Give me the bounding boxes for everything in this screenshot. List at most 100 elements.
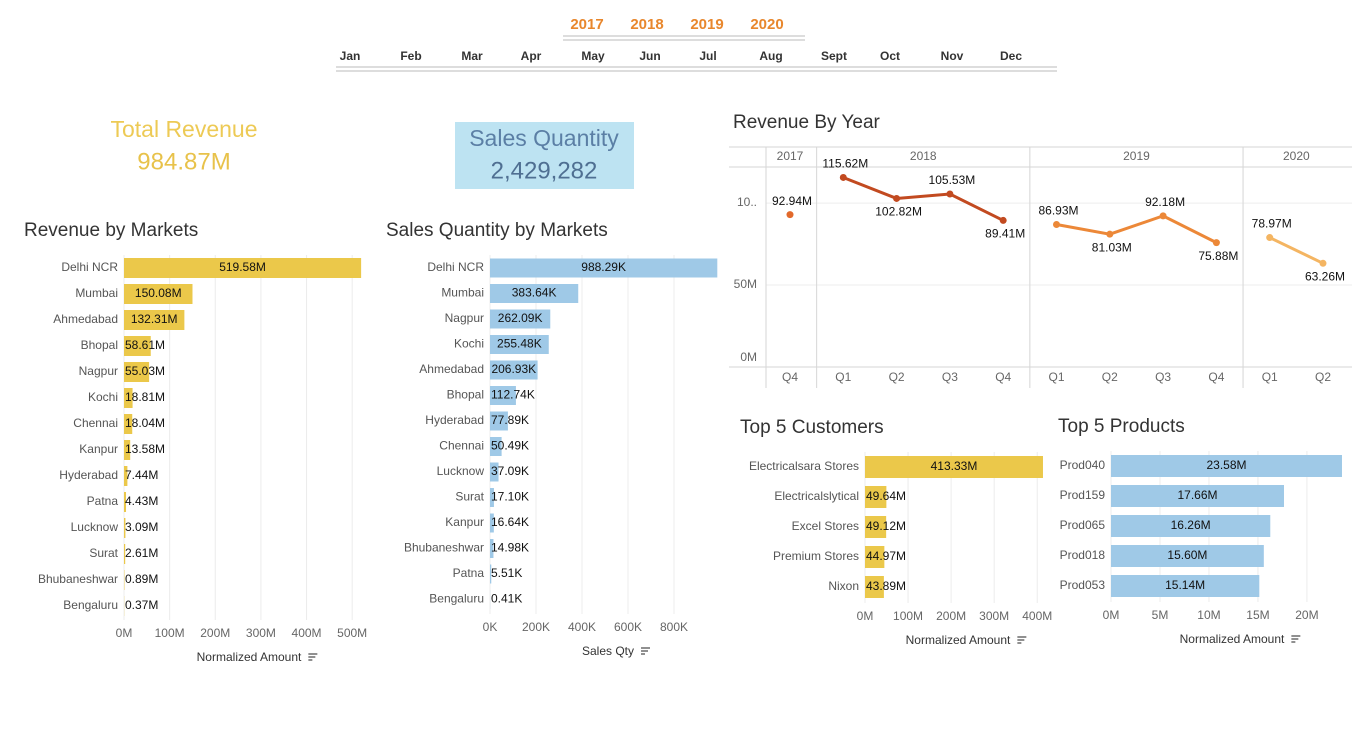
value-label: 14.98K [491, 541, 529, 555]
year-filter[interactable]: 2018 [630, 16, 663, 33]
bar [124, 258, 362, 278]
bar [490, 462, 499, 482]
category-label: Surat [455, 490, 484, 504]
point [946, 190, 954, 198]
value-label: 49.12M [866, 519, 906, 533]
category-label: Electricalsara Stores [749, 459, 859, 473]
value-label: 112.74K [491, 388, 535, 402]
category-label: Surat [89, 546, 118, 560]
x-tick-label: 0M [857, 609, 874, 623]
value-label: 0.37M [125, 598, 158, 612]
x-tick-label: 400M [292, 626, 322, 640]
category-label: Excel Stores [792, 519, 859, 533]
bar [865, 546, 885, 568]
bar [124, 440, 131, 460]
value-label: 86.93M [1038, 204, 1078, 218]
value-label: 43.89M [866, 579, 906, 593]
value-label: 16.64K [491, 515, 529, 529]
year-filter[interactable]: 2019 [690, 16, 723, 33]
bar [124, 492, 127, 512]
value-label: 16.26M [1171, 518, 1211, 532]
value-label: 63.26M [1305, 269, 1345, 283]
month-filter[interactable]: Mar [461, 49, 483, 63]
month-filter[interactable]: May [581, 49, 605, 63]
y-tick-label: 10.. [737, 195, 757, 209]
value-label: 206.93K [491, 362, 536, 376]
bar [490, 309, 551, 329]
bar [124, 310, 185, 330]
x-tick-label: Q3 [1155, 370, 1171, 384]
month-filter[interactable]: Dec [1000, 49, 1022, 63]
kpi-box [455, 122, 634, 189]
month-filter[interactable]: Oct [880, 49, 900, 63]
value-label: 5.51K [491, 566, 522, 580]
year-filter[interactable]: 2020 [750, 16, 783, 33]
value-label: 15.60M [1167, 548, 1207, 562]
point [893, 194, 901, 202]
bar [124, 284, 193, 304]
bar [1111, 575, 1260, 597]
point [999, 216, 1007, 224]
category-label: Bhopal [81, 338, 118, 352]
month-filter[interactable]: Nov [941, 49, 964, 63]
year-filter[interactable]: 2017 [570, 16, 603, 33]
bar [490, 360, 538, 380]
x-tick-label: Q4 [782, 370, 798, 384]
category-label: Chennai [439, 439, 484, 453]
point [1159, 212, 1167, 220]
bar [1111, 455, 1342, 477]
x-tick-label: 300M [979, 609, 1009, 623]
value-label: 0.41K [491, 592, 522, 606]
value-label: 78.97M [1252, 217, 1292, 231]
kpi-title: Sales Quantity [469, 125, 619, 151]
x-tick-label: Q3 [942, 370, 958, 384]
chart-title: Top 5 Customers [740, 417, 884, 438]
value-label: 7.44M [125, 468, 158, 482]
line [842, 176, 1004, 222]
bar [490, 386, 516, 405]
month-filter[interactable]: Jan [340, 49, 361, 63]
bar [490, 564, 492, 584]
month-filter[interactable]: Apr [521, 49, 542, 63]
category-label: Patna [87, 494, 119, 508]
value-label: 255.48K [497, 337, 542, 351]
bar [865, 516, 887, 538]
category-label: Ahmedabad [53, 312, 118, 326]
bar [124, 544, 126, 564]
month-filter[interactable]: Jul [699, 49, 716, 63]
x-tick-label: 400K [568, 620, 596, 634]
x-tick-label: Q4 [995, 370, 1011, 384]
month-filter[interactable]: Aug [759, 49, 782, 63]
category-label: Prod053 [1060, 578, 1106, 592]
category-label: Prod018 [1060, 548, 1106, 562]
category-label: Patna [453, 566, 485, 580]
category-label: Bhopal [447, 388, 484, 402]
category-label: Lucknow [437, 464, 485, 478]
bar [124, 414, 133, 434]
category-label: Kochi [454, 337, 484, 351]
month-filter[interactable]: Feb [400, 49, 421, 63]
x-tick-label: 800K [660, 620, 688, 634]
bar [490, 258, 718, 278]
bar [1111, 515, 1271, 537]
month-filter[interactable]: Sept [821, 49, 847, 63]
value-label: 89.41M [985, 227, 1025, 241]
value-label: 132.31M [131, 312, 178, 326]
axis-title: Sales Qty [582, 644, 634, 658]
value-label: 92.94M [772, 194, 812, 208]
category-label: Kochi [88, 390, 118, 404]
category-label: Ahmedabad [419, 362, 484, 376]
bar [124, 518, 126, 538]
panel-header: 2020 [1283, 149, 1310, 163]
axis-title: Normalized Amount [1180, 632, 1285, 646]
month-filter[interactable]: Jun [639, 49, 660, 63]
value-label: 0.89M [125, 572, 158, 586]
value-label: 2.61M [125, 546, 158, 560]
chart-title: Revenue by Markets [24, 220, 198, 241]
category-label: Delhi NCR [61, 260, 118, 274]
y-tick-label: 50M [734, 277, 757, 291]
value-label: 92.18M [1145, 195, 1185, 209]
x-tick-label: 5M [1152, 608, 1169, 622]
x-tick-label: Q2 [1315, 370, 1331, 384]
